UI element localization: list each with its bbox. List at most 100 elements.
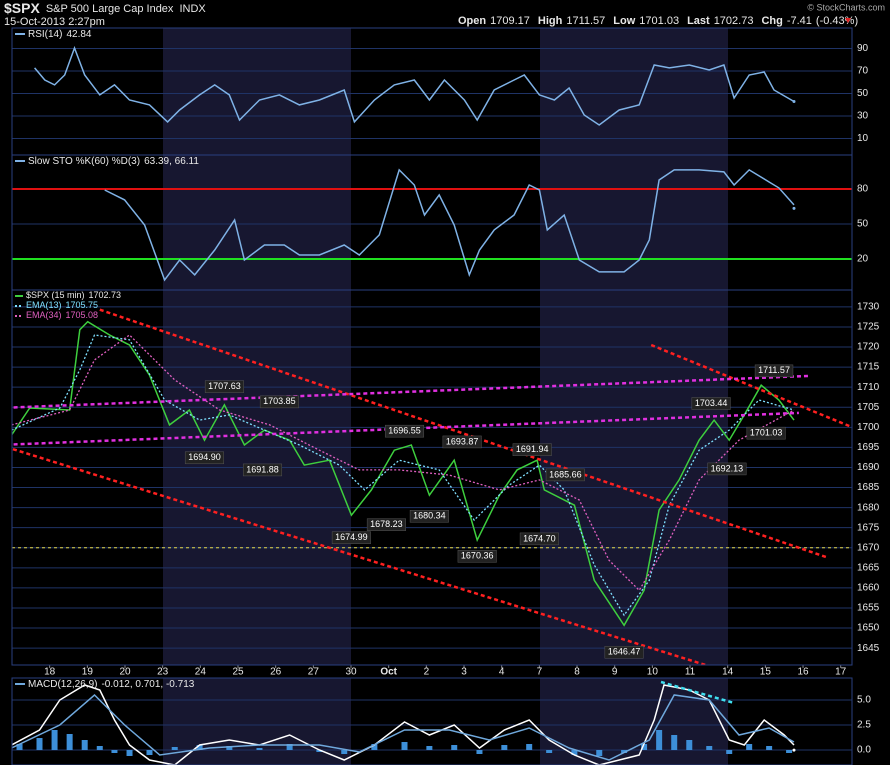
annotation: 1696.55	[388, 426, 421, 436]
legend-name: EMA(34)	[26, 310, 62, 320]
annotation-box	[259, 395, 299, 409]
week-band	[540, 28, 728, 665]
legend-last: 1705.75	[66, 300, 99, 310]
annotation-box	[746, 426, 786, 440]
histogram-bar	[111, 750, 118, 753]
readout: 42.84	[66, 29, 91, 40]
quote-value: 1701.03	[639, 15, 679, 27]
y-tick-label: 0.0	[857, 745, 871, 756]
annotation-box	[604, 645, 644, 659]
legend-last: 1702.73	[89, 290, 122, 300]
quote-label: Open	[458, 15, 486, 27]
x-tick-label: 23	[157, 667, 169, 678]
quote-value: 1711.57	[566, 15, 605, 27]
quote-label: High	[538, 15, 563, 27]
histogram-bar	[596, 750, 603, 756]
y-tick-label: 70	[857, 66, 869, 77]
y-tick-label: 1670	[857, 542, 880, 553]
histogram-bar	[51, 730, 58, 750]
panel	[12, 45, 852, 139]
y-tick-label: 1710	[857, 382, 880, 393]
annotation-box	[512, 443, 552, 456]
readout: -0.012, 0.701, -0.713	[101, 679, 194, 690]
y-tick-label: 50	[857, 219, 869, 230]
histogram-bar	[196, 745, 203, 750]
annotation-box	[442, 435, 482, 449]
histogram-bar	[126, 750, 133, 756]
panel-border	[11, 677, 853, 765]
x-tick-label: 10	[647, 667, 659, 678]
series-line	[12, 334, 795, 617]
annotation: 1691.88	[246, 464, 279, 474]
x-tick-label: 7	[537, 667, 543, 678]
quote: Open 1709.17 High 1711.57 Low 1701.03 Last 1702…	[458, 15, 858, 27]
annotation: 1694.90	[188, 452, 221, 462]
readout-marker	[792, 748, 796, 752]
annotation: 1674.99	[335, 532, 368, 542]
down-arrow	[845, 18, 851, 23]
y-tick-label: 1730	[857, 302, 880, 313]
histogram-bar	[96, 746, 103, 750]
histogram-bar	[706, 746, 713, 750]
histogram-bar	[371, 744, 378, 750]
annotation: 1678.23	[370, 519, 403, 529]
x-tick-label: 27	[308, 667, 320, 678]
histogram-bar	[16, 744, 23, 750]
x-tick-label: 4	[499, 667, 505, 678]
y-tick-label: 1715	[857, 362, 880, 373]
panel: 1707.63 1694.90 1703.85 1691.88 1674.991678.…	[12, 306, 852, 665]
annotation-box	[545, 468, 585, 482]
annotation-box	[409, 509, 449, 523]
histogram-bar	[546, 750, 553, 753]
histogram-bar	[256, 748, 263, 750]
histogram-bar	[476, 750, 483, 754]
trend-line	[99, 308, 827, 559]
readout-marker	[792, 206, 796, 210]
series-line	[12, 320, 795, 627]
header-title: $SPX S&P 500 Large Cap Index INDX	[4, 0, 206, 16]
index-name: S&P 500 Large Cap Index	[46, 3, 174, 15]
y-tick-label: 1660	[857, 583, 880, 594]
histogram-bar	[81, 740, 88, 750]
quote-label: Low	[613, 15, 635, 27]
series-line	[12, 693, 795, 761]
y-tick-label: 1655	[857, 603, 880, 614]
timestamp: 15-Oct-2013 2:27pm	[4, 16, 105, 28]
trend-line	[660, 680, 735, 705]
y-tick-label: 50	[857, 88, 869, 99]
y-tick-label: 1720	[857, 342, 880, 353]
histogram-bar	[171, 747, 178, 750]
x-tick-label: Oct	[380, 667, 397, 678]
x-tick-label: 8	[574, 667, 580, 678]
indicator-name: RSI(14)	[28, 29, 62, 40]
annotation-box	[384, 424, 425, 438]
legend: Slow STO %K(60) %D(3) 63.39, 66.11	[28, 156, 199, 167]
histogram-bar	[226, 746, 233, 750]
change-pct: (-0.43%)	[816, 15, 858, 27]
x-tick-label: 25	[232, 667, 244, 678]
histogram-bar	[66, 734, 73, 750]
histogram-bar	[656, 730, 663, 750]
histogram-bar	[766, 746, 773, 750]
quote-label: Last	[687, 15, 710, 27]
x-tick-label: 30	[345, 667, 357, 678]
legend-name: $SPX (15 min)	[26, 290, 85, 300]
x-tick-label: 24	[195, 667, 207, 678]
histogram-bar	[401, 742, 408, 750]
x-tick-label: 14	[722, 667, 734, 678]
histogram-bar	[341, 750, 348, 754]
annotation: 1691.94	[516, 444, 549, 454]
histogram-bar	[746, 744, 753, 750]
annotation: 1703.44	[695, 398, 728, 408]
annotation-box	[204, 380, 244, 393]
annotation-box	[366, 518, 406, 531]
annotation-box	[754, 364, 794, 378]
x-tick-label: 26	[270, 667, 282, 678]
legend: $SPX (15 min) 1702.73	[26, 290, 121, 300]
legend: RSI(14) 42.84	[28, 29, 92, 40]
legend: MACD(12,26,9) -0.012, 0.701, -0.713	[28, 679, 195, 690]
histogram-bar	[146, 750, 153, 755]
trend-line	[12, 374, 810, 409]
histogram-bar	[316, 750, 323, 752]
